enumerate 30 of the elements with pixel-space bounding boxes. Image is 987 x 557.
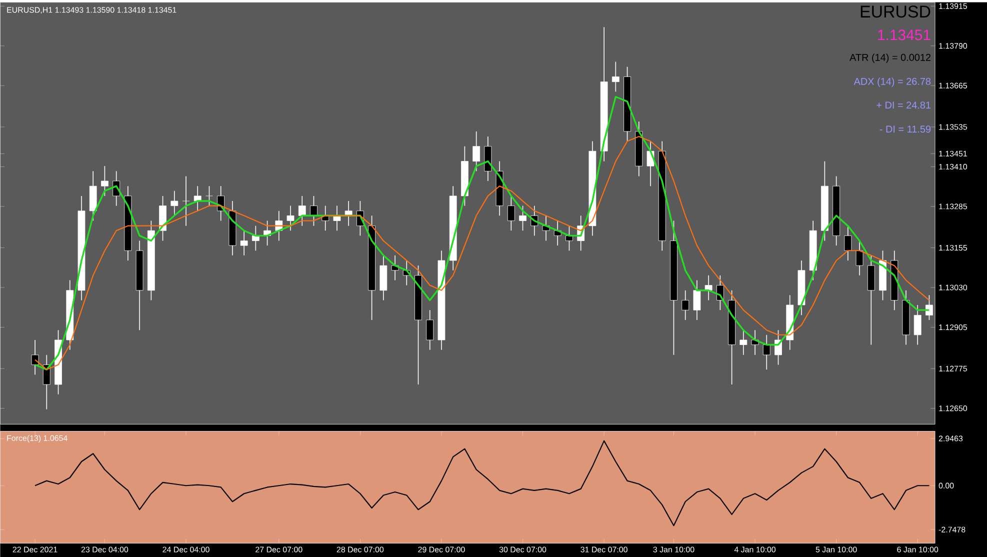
candlestick — [704, 274, 712, 301]
candlestick — [507, 195, 515, 231]
annotation: 1.13451 — [878, 30, 930, 40]
candlestick — [426, 310, 434, 350]
candlestick — [31, 339, 39, 375]
candlestick — [310, 195, 318, 226]
candlestick — [740, 330, 748, 356]
annotation: + DI = 24.81 — [876, 102, 931, 109]
annotation: - DI = 11.59 — [880, 126, 931, 133]
candlestick — [856, 240, 864, 276]
candlestick — [472, 130, 480, 172]
candlestick — [844, 225, 852, 261]
candlestick — [693, 280, 701, 320]
candlestick — [298, 195, 306, 226]
candlestick — [612, 61, 620, 92]
candlestick — [240, 230, 248, 256]
candlestick — [286, 205, 294, 231]
candlestick — [170, 190, 178, 216]
candlestick — [762, 334, 770, 370]
candlestick — [101, 166, 108, 196]
annotation: ATR (14) = 0.0012 — [850, 54, 931, 63]
annotation: ADX (14) = 26.78 — [854, 78, 931, 87]
candlestick — [914, 304, 922, 346]
candlestick — [194, 186, 202, 212]
candlestick — [926, 294, 933, 320]
candlestick — [182, 176, 190, 226]
candlestick — [519, 205, 526, 231]
candlestick — [206, 186, 213, 206]
candlestick — [682, 290, 690, 320]
annotation: EURUSD — [860, 6, 930, 18]
